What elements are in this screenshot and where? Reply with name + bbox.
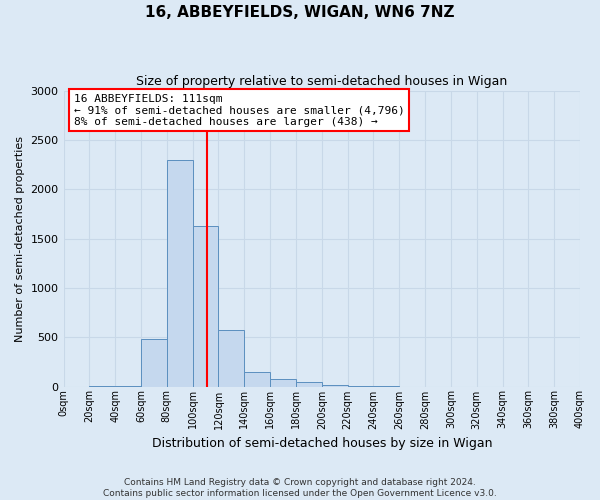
Bar — [296, 382, 322, 386]
Text: 16, ABBEYFIELDS, WIGAN, WN6 7NZ: 16, ABBEYFIELDS, WIGAN, WN6 7NZ — [145, 5, 455, 20]
Bar — [244, 372, 270, 386]
X-axis label: Distribution of semi-detached houses by size in Wigan: Distribution of semi-detached houses by … — [152, 437, 492, 450]
Text: 16 ABBEYFIELDS: 111sqm
← 91% of semi-detached houses are smaller (4,796)
8% of s: 16 ABBEYFIELDS: 111sqm ← 91% of semi-det… — [74, 94, 404, 126]
Title: Size of property relative to semi-detached houses in Wigan: Size of property relative to semi-detach… — [136, 75, 508, 88]
Bar — [193, 226, 218, 386]
Bar — [270, 378, 296, 386]
Bar — [218, 330, 244, 386]
Bar — [141, 339, 167, 386]
Text: Contains HM Land Registry data © Crown copyright and database right 2024.
Contai: Contains HM Land Registry data © Crown c… — [103, 478, 497, 498]
Y-axis label: Number of semi-detached properties: Number of semi-detached properties — [15, 136, 25, 342]
Bar — [167, 160, 193, 386]
